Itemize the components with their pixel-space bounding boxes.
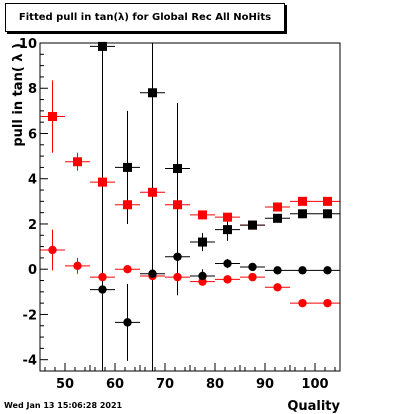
- x-tick-label: 80: [206, 377, 224, 392]
- square-marker: [123, 200, 132, 210]
- circle-marker: [173, 272, 182, 282]
- square-marker: [298, 196, 307, 206]
- chart-title-text: Fitted pull in tan(λ) for Global Rec All…: [18, 12, 272, 23]
- circle-marker: [48, 245, 57, 255]
- square-marker: [323, 196, 332, 206]
- x-tick-label: 70: [156, 377, 174, 392]
- circle-marker: [248, 262, 257, 272]
- square-marker: [173, 164, 182, 174]
- square-marker: [248, 220, 257, 230]
- square-marker: [73, 157, 82, 167]
- circle-marker: [98, 285, 107, 294]
- circle-marker: [198, 271, 207, 281]
- y-tick-label: 8: [28, 82, 37, 97]
- square-marker: [123, 162, 132, 172]
- square-marker: [223, 212, 232, 222]
- square-marker: [98, 41, 107, 51]
- square-marker: [298, 209, 307, 219]
- circle-marker: [273, 283, 282, 292]
- y-axis-label: pull in tan( λ ): [11, 43, 26, 147]
- square-marker: [273, 213, 282, 223]
- x-tick-label: 60: [106, 377, 124, 392]
- square-marker: [98, 177, 107, 187]
- y-tick-label: -2: [23, 308, 37, 323]
- markers-layer: [48, 41, 332, 327]
- square-marker: [148, 187, 157, 197]
- circle-marker: [323, 298, 332, 308]
- square-marker: [48, 112, 57, 122]
- x-tick-label: 90: [256, 377, 274, 392]
- circle-marker: [298, 266, 307, 275]
- circle-marker: [323, 266, 332, 275]
- square-marker: [148, 88, 157, 98]
- square-marker: [323, 209, 332, 219]
- circle-marker: [123, 318, 132, 327]
- circle-marker: [273, 266, 282, 275]
- y-tick-label: -4: [23, 354, 37, 369]
- circle-marker: [223, 275, 232, 284]
- circle-marker: [148, 269, 157, 278]
- timestamp-footer: Wed Jan 13 15:06:28 2021: [4, 401, 123, 410]
- axes-layer: -4 -2 0 2 4 6 8 10 50 60 70 80 90 100: [19, 37, 341, 392]
- x-tick-label: 100: [301, 377, 328, 392]
- y-tick-label: 0: [28, 263, 37, 278]
- square-marker: [173, 200, 182, 210]
- circle-marker: [173, 252, 182, 261]
- circle-marker: [298, 298, 307, 308]
- square-marker: [198, 237, 207, 247]
- square-marker: [198, 210, 207, 220]
- circle-marker: [98, 272, 107, 282]
- circle-marker: [223, 259, 232, 268]
- square-marker: [273, 202, 282, 212]
- y-tick-label: 4: [28, 173, 37, 188]
- y-tick-label: 2: [28, 218, 37, 233]
- y-tick-label: 10: [19, 37, 37, 52]
- x-axis-label: Quality: [287, 399, 340, 414]
- error-bars-layer: [40, 43, 340, 371]
- plot-frame: [39, 42, 341, 372]
- y-tick-label: 6: [28, 127, 37, 142]
- circle-marker: [248, 272, 257, 282]
- circle-marker: [123, 265, 132, 274]
- square-marker: [223, 225, 232, 235]
- chart-title: Fitted pull in tan(λ) for Global Rec All…: [5, 3, 285, 32]
- x-tick-label: 50: [56, 377, 74, 392]
- circle-marker: [73, 261, 82, 271]
